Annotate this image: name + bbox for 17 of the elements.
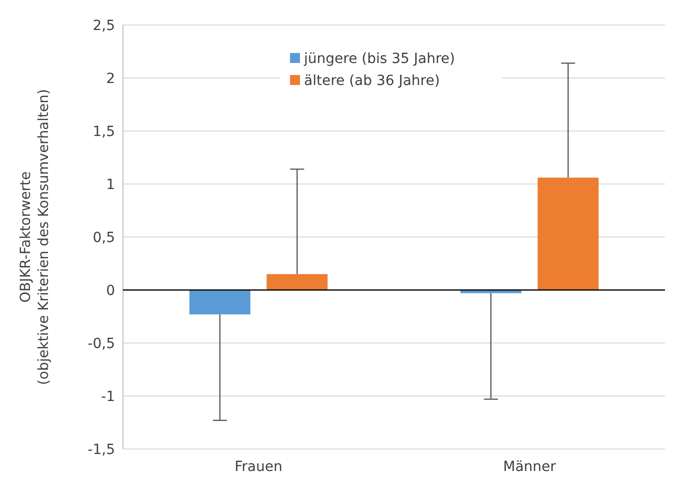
y-tick-label: 0 — [106, 282, 115, 299]
y-tick-label: -1,5 — [88, 442, 115, 458]
y-tick-label: -1 — [101, 388, 115, 405]
x-tick-label: Männer — [503, 459, 556, 475]
bar — [189, 290, 250, 314]
y-tick-label: 1,5 — [92, 124, 115, 140]
legend-label: jüngere (bis 35 Jahre) — [303, 50, 455, 67]
y-tick-label: 0,5 — [92, 230, 115, 246]
y-tick-label: 1 — [106, 176, 115, 193]
x-tick-label: Frauen — [234, 459, 282, 475]
y-axis-title: OBJKR-Faktorwerte (objektive Kriterien des Konsumverhalten) — [18, 89, 52, 385]
bar — [538, 178, 599, 290]
y-tick-label: -0,5 — [88, 336, 115, 352]
y-tick-label: 2,5 — [92, 18, 115, 34]
legend-label: ältere (ab 36 Jahre) — [304, 72, 440, 89]
bar — [266, 274, 328, 290]
y-tick-label: 2 — [106, 70, 115, 87]
